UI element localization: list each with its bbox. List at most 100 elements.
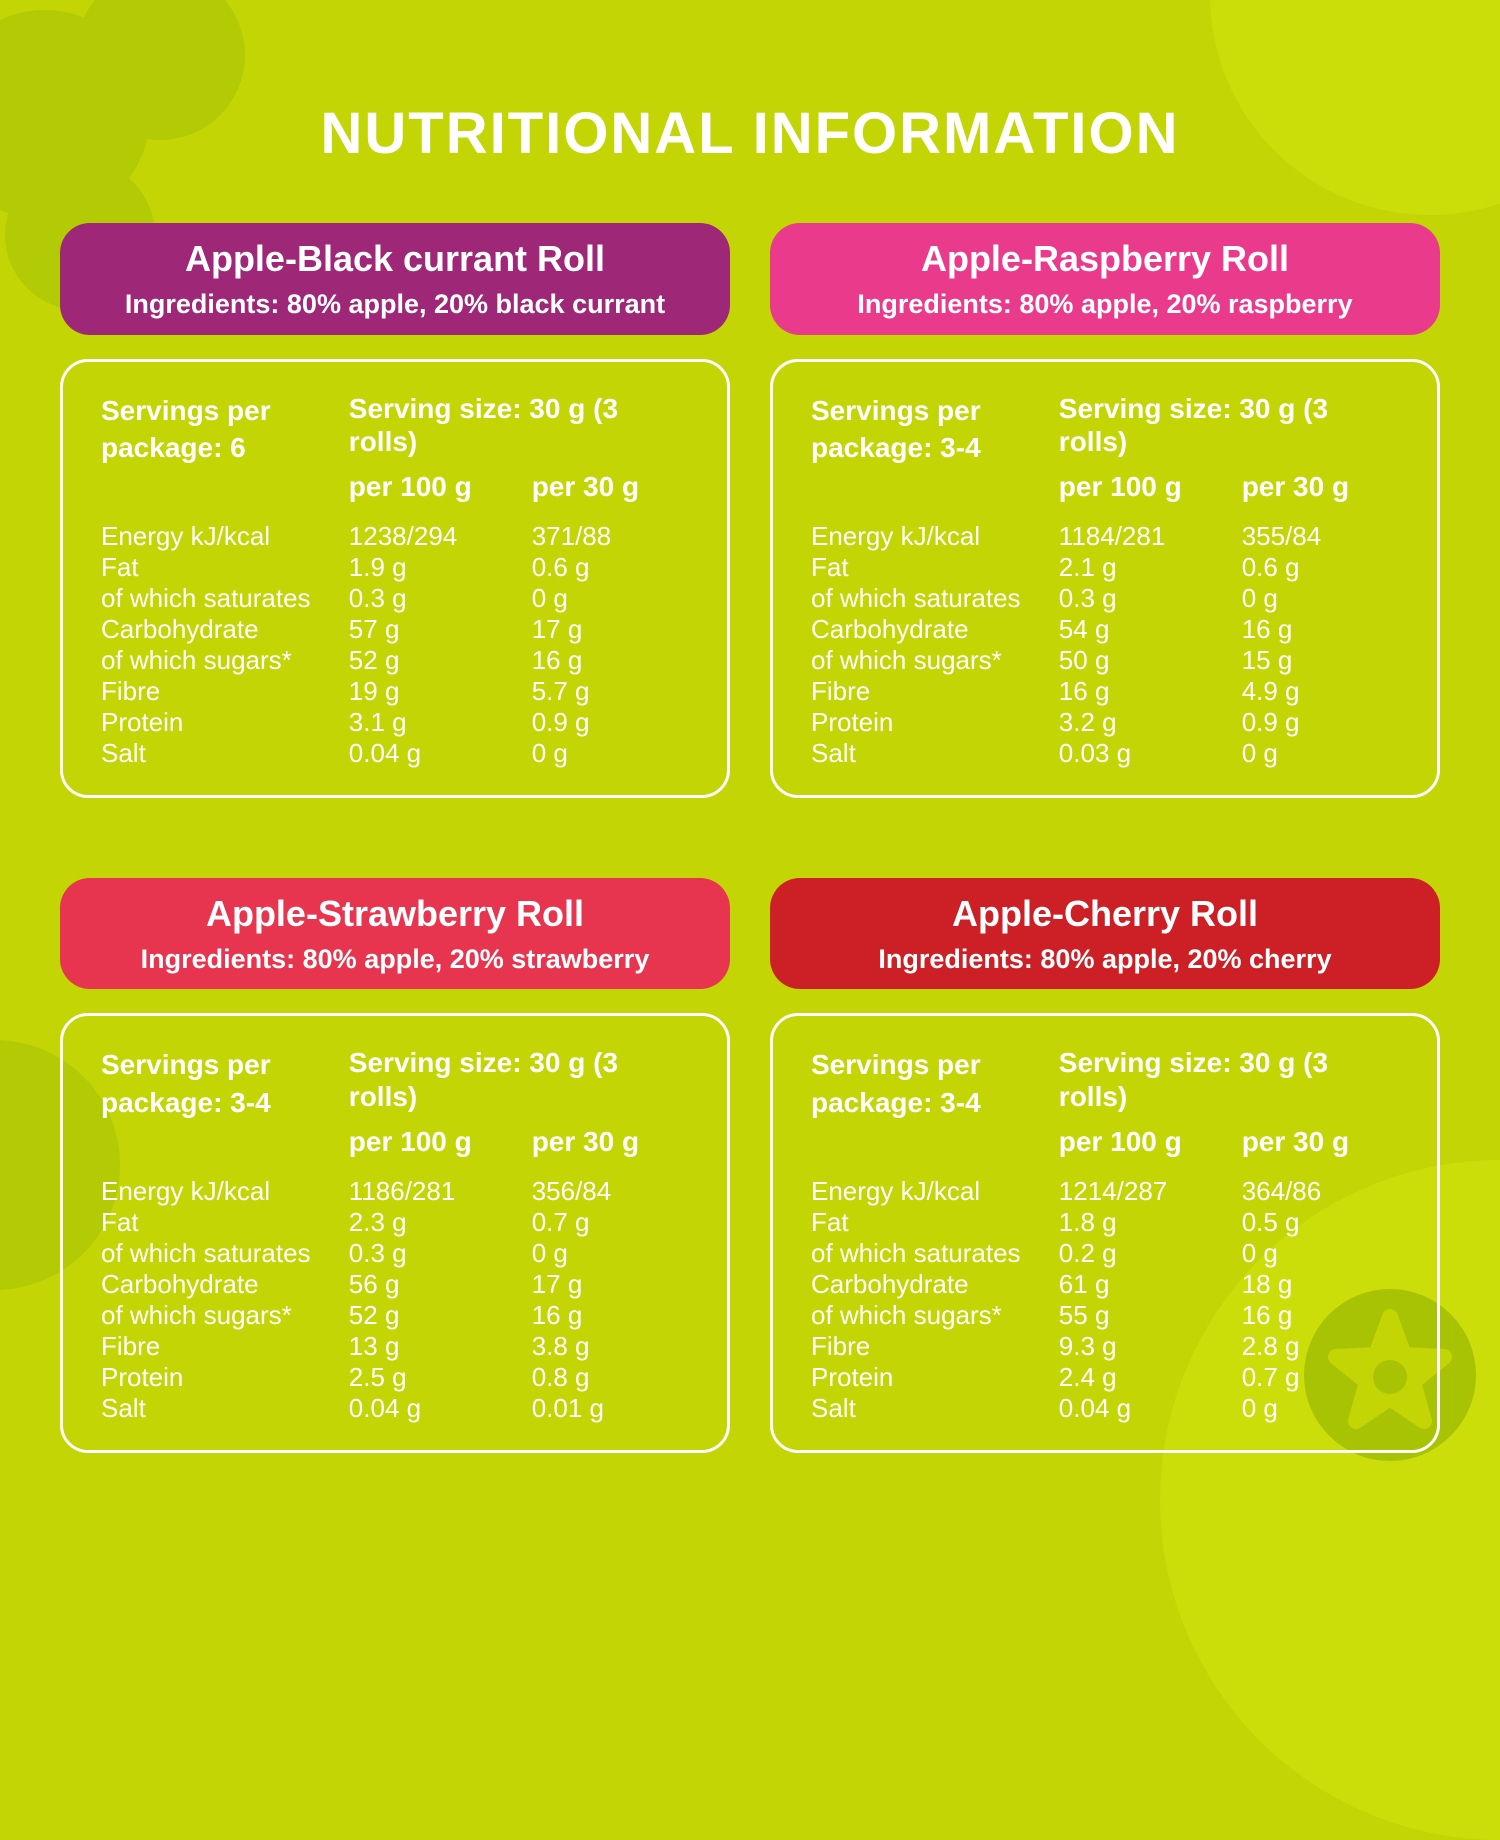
- nutrient-label: of which saturates: [811, 1237, 1021, 1268]
- nutrition-row: Carbohydrate 57 g 17 g: [101, 614, 691, 645]
- value-per-100g: 56 g: [348, 1268, 400, 1299]
- column-header-per-100g: per 100 g: [1058, 1125, 1182, 1157]
- value-per-100g: 2.3 g: [348, 1206, 407, 1237]
- nutrition-row: Salt 0.04 g 0.01 g: [101, 1393, 691, 1424]
- value-per-30g: 371/88: [531, 520, 612, 551]
- nutrient-label: of which saturates: [101, 1237, 311, 1268]
- value-per-100g: 52 g: [348, 644, 400, 675]
- value-per-30g: 0 g: [531, 582, 568, 613]
- nutrition-row: Carbohydrate 61 g 18 g: [811, 1269, 1401, 1300]
- table-header: Servings per package: 3-4 Serving size: …: [811, 392, 1401, 503]
- value-per-30g: 0.01 g: [531, 1392, 604, 1423]
- nutrition-row: Energy kJ/kcal 1214/287 364/86: [811, 1176, 1401, 1207]
- value-per-30g: 17 g: [531, 613, 583, 644]
- value-per-100g: 55 g: [1058, 1299, 1110, 1330]
- value-per-30g: 15 g: [1241, 644, 1293, 675]
- nutrition-row: Protein 3.1 g 0.9 g: [101, 707, 691, 738]
- value-per-30g: 0.6 g: [531, 551, 590, 582]
- panel-apple-raspberry-roll: Apple-Raspberry Roll Ingredients: 80% ap…: [770, 223, 1440, 798]
- ingredients-text: Ingredients: 80% apple, 20% cherry: [878, 943, 1332, 974]
- panel-apple-black-currant-roll: Apple-Black currant Roll Ingredients: 80…: [60, 223, 730, 798]
- nutrition-rows: Energy kJ/kcal 1184/281 355/84 Fat 2.1 g 0.6 …: [811, 521, 1401, 769]
- nutrition-row: of which saturates 0.3 g 0 g: [101, 1238, 691, 1269]
- nutrient-label: Protein: [101, 706, 184, 737]
- column-header-per-100g: per 100 g: [1058, 470, 1182, 502]
- value-per-100g: 2.5 g: [348, 1361, 407, 1392]
- panels-grid: Apple-Black currant Roll Ingredients: 80…: [0, 223, 1500, 1453]
- nutrition-rows: Energy kJ/kcal 1238/294 371/88 Fat 1.9 g 0.6 …: [101, 521, 691, 769]
- servings-per-package: Servings per package: 3-4: [101, 1049, 271, 1119]
- value-per-100g: 2.4 g: [1058, 1361, 1117, 1392]
- nutrition-row: Fibre 16 g 4.9 g: [811, 676, 1401, 707]
- nutrition-row: Protein 2.5 g 0.8 g: [101, 1362, 691, 1393]
- panel-apple-cherry-roll: Apple-Cherry Roll Ingredients: 80% apple…: [770, 877, 1440, 1453]
- value-per-30g: 0 g: [1241, 737, 1278, 768]
- value-per-100g: 50 g: [1058, 644, 1110, 675]
- serving-size: Serving size: 30 g (3 rolls): [348, 392, 619, 458]
- product-name: Apple-Raspberry Roll: [920, 238, 1290, 279]
- nutrition-table: Servings per package: 3-4 Serving size: …: [60, 1013, 730, 1453]
- value-per-30g: 16 g: [1241, 1299, 1293, 1330]
- value-per-30g: 0 g: [1241, 1392, 1278, 1423]
- nutrient-label: Salt: [811, 737, 856, 768]
- product-name: Apple-Strawberry Roll: [205, 892, 585, 934]
- nutrient-label: of which saturates: [101, 582, 311, 613]
- serving-size: Serving size: 30 g (3 rolls): [1058, 1047, 1329, 1112]
- nutrient-label: Fat: [811, 1206, 849, 1237]
- page-title: NUTRITIONAL INFORMATION: [320, 101, 1180, 166]
- nutrient-label: of which sugars*: [811, 644, 1002, 675]
- value-per-100g: 1.8 g: [1058, 1206, 1117, 1237]
- value-per-100g: 3.1 g: [348, 706, 407, 737]
- nutrient-label: of which saturates: [811, 582, 1021, 613]
- product-name: Apple-Cherry Roll: [951, 892, 1259, 934]
- nutrition-row: Salt 0.03 g 0 g: [811, 738, 1401, 769]
- value-per-100g: 57 g: [348, 613, 400, 644]
- nutrient-label: Fibre: [101, 675, 161, 706]
- nutrient-label: of which sugars*: [811, 1299, 1002, 1330]
- serving-size: Serving size: 30 g (3 rolls): [348, 1047, 619, 1112]
- nutrient-label: Fat: [811, 551, 849, 582]
- value-per-100g: 1.9 g: [348, 551, 407, 582]
- value-per-30g: 0.6 g: [1241, 551, 1300, 582]
- value-per-30g: 16 g: [531, 644, 583, 675]
- value-per-30g: 16 g: [531, 1299, 583, 1330]
- value-per-100g: 0.3 g: [1058, 582, 1117, 613]
- value-per-100g: 16 g: [1058, 675, 1110, 706]
- nutrient-label: Carbohydrate: [811, 613, 969, 644]
- nutrition-row: Energy kJ/kcal 1186/281 356/84: [101, 1176, 691, 1207]
- nutrient-label: Carbohydrate: [101, 613, 259, 644]
- nutrition-row: Fibre 9.3 g 2.8 g: [811, 1331, 1401, 1362]
- value-per-100g: 2.1 g: [1058, 551, 1117, 582]
- value-per-100g: 0.04 g: [1058, 1392, 1132, 1423]
- value-per-30g: 0 g: [1241, 1237, 1278, 1268]
- table-header: Servings per package: 6 Serving size: 30…: [101, 392, 691, 503]
- value-per-30g: 17 g: [531, 1268, 583, 1299]
- column-header-per-100g: per 100 g: [348, 470, 472, 502]
- value-per-30g: 16 g: [1241, 613, 1293, 644]
- value-per-100g: 1214/287: [1058, 1175, 1168, 1206]
- value-per-30g: 0.9 g: [531, 706, 590, 737]
- panel-apple-strawberry-roll: Apple-Strawberry Roll Ingredients: 80% a…: [60, 877, 730, 1453]
- nutrition-row: Fat 2.1 g 0.6 g: [811, 552, 1401, 583]
- value-per-30g: 0.7 g: [531, 1206, 590, 1237]
- value-per-30g: 0.9 g: [1241, 706, 1300, 737]
- nutrient-label: Energy kJ/kcal: [811, 1175, 981, 1206]
- value-per-30g: 364/86: [1241, 1175, 1322, 1206]
- value-per-100g: 0.2 g: [1058, 1237, 1117, 1268]
- ingredients-text: Ingredients: 80% apple, 20% strawberry: [140, 943, 650, 974]
- nutrition-table: Servings per package: 3-4 Serving size: …: [770, 358, 1440, 798]
- nutrient-label: Fibre: [811, 675, 871, 706]
- nutrient-label: Energy kJ/kcal: [101, 1175, 271, 1206]
- ingredients-text: Ingredients: 80% apple, 20% black curran…: [124, 289, 666, 320]
- value-per-100g: 0.04 g: [348, 737, 422, 768]
- product-name: Apple-Black currant Roll: [184, 238, 606, 279]
- servings-per-package: Servings per package: 3-4: [811, 1049, 981, 1119]
- nutrition-row: Carbohydrate 56 g 17 g: [101, 1269, 691, 1300]
- nutrient-label: Carbohydrate: [101, 1268, 259, 1299]
- value-per-100g: 9.3 g: [1058, 1330, 1117, 1361]
- panel-header-banner: Apple-Strawberry Roll Ingredients: 80% a…: [60, 877, 730, 990]
- column-header-per-30g: per 30 g: [531, 1125, 640, 1157]
- value-per-30g: 0.8 g: [531, 1361, 590, 1392]
- serving-size: Serving size: 30 g (3 rolls): [1058, 392, 1329, 458]
- nutrition-row: of which sugars* 52 g 16 g: [101, 1300, 691, 1331]
